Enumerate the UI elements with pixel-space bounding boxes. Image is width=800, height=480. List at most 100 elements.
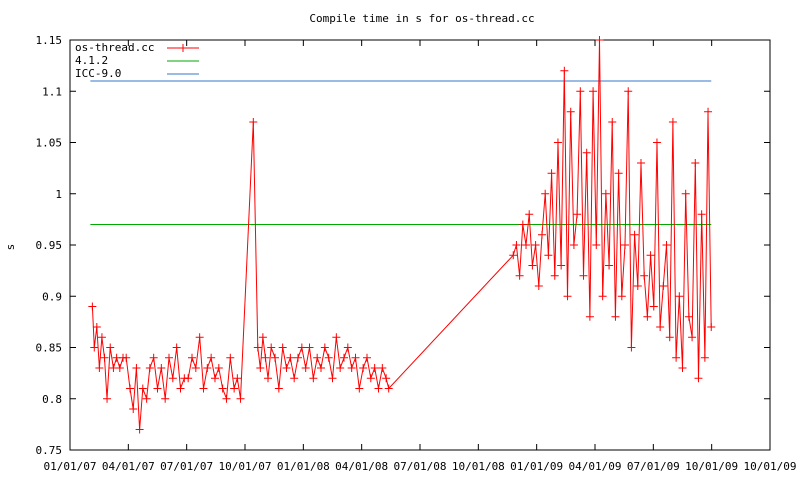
data-point [697,210,706,219]
data-point [643,312,652,321]
data-point [347,364,356,372]
x-tick-label: 07/01/07 [160,460,213,473]
data-point [249,118,258,126]
data-point [207,353,216,362]
x-tick-label: 10/01/09 [685,460,738,473]
data-point [267,343,276,352]
y-tick-label: 1.1 [42,85,62,98]
data-point [582,148,591,157]
data-point [382,374,391,383]
x-tick-label: 10/01/08 [452,460,505,473]
data-point [694,374,703,383]
data-point [126,384,135,393]
data-point [684,312,693,321]
y-axis-label: s [4,244,17,251]
data-point [384,384,393,393]
x-tick-label: 07/01/08 [394,460,447,473]
data-point [309,374,318,383]
data-point [92,323,101,331]
data-point [608,118,617,126]
data-point [659,282,668,290]
data-point [704,107,713,116]
data-point [662,241,671,249]
data-point [191,364,200,372]
data-point [640,271,649,280]
data-point [537,230,546,239]
data-point [233,374,242,383]
data-point [557,261,566,270]
data-point [512,241,521,249]
data-point [378,364,387,372]
data-point [305,343,314,352]
legend-label: ICC-9.0 [75,67,121,80]
data-point [106,343,115,352]
data-point [343,343,352,352]
data-point [592,241,601,249]
data-point [672,353,681,362]
y-axis-ticks: 0.75 0.8 0.85 0.9 0.95 1 1.05 1.1 1.15 [36,34,770,457]
data-point [688,333,697,342]
data-point [563,292,572,301]
data-point [122,353,131,362]
data-point [328,374,337,383]
data-point [515,271,524,280]
data-point [681,189,690,198]
data-point [509,251,518,260]
series-os-thread [88,36,716,434]
data-point [132,364,141,372]
data-point [95,364,104,372]
data-point [218,384,227,393]
data-point [611,312,620,321]
data-point [522,241,531,249]
data-point [630,230,639,239]
data-point [297,343,306,352]
data-point [222,394,231,403]
data-point [649,302,658,311]
data-point [675,292,684,301]
data-point [103,394,112,403]
data-point [621,241,630,249]
data-point [601,189,610,198]
data-point [203,364,212,372]
data-point [271,353,280,362]
data-point [90,343,99,352]
data-point [617,292,626,301]
data-point [332,333,341,342]
x-tick-label: 07/01/09 [627,460,680,473]
data-point [668,118,677,126]
data-point [149,353,158,362]
data-point [294,353,303,362]
data-point [324,353,333,362]
data-point [115,364,124,372]
data-point [646,251,655,260]
x-axis-ticks: 01/01/07 04/01/07 07/01/07 10/01/07 01/01/08… [44,40,796,473]
data-point [528,261,537,270]
x-tick-label: 01/01/07 [44,460,97,473]
y-tick-label: 0.75 [36,444,63,457]
data-point [278,343,287,352]
data-point [700,353,709,362]
data-point [226,353,235,362]
data-point [100,353,109,362]
data-point [286,353,295,362]
data-point [370,364,379,372]
data-point [569,241,578,249]
data-point [624,87,633,96]
data-point [351,353,360,362]
data-point [184,374,193,383]
data-point [547,169,556,178]
data-point [135,425,144,434]
legend-label: 4.1.2 [75,54,108,67]
data-point [633,282,642,290]
data-point [534,282,543,290]
data-point [317,364,326,372]
data-point [691,159,700,167]
data-point [374,384,383,393]
data-point [258,333,267,342]
data-point [313,353,322,362]
x-tick-label: 04/01/09 [569,460,622,473]
x-tick-label: 04/01/08 [335,460,388,473]
data-point [518,220,527,229]
data-point [236,394,245,403]
